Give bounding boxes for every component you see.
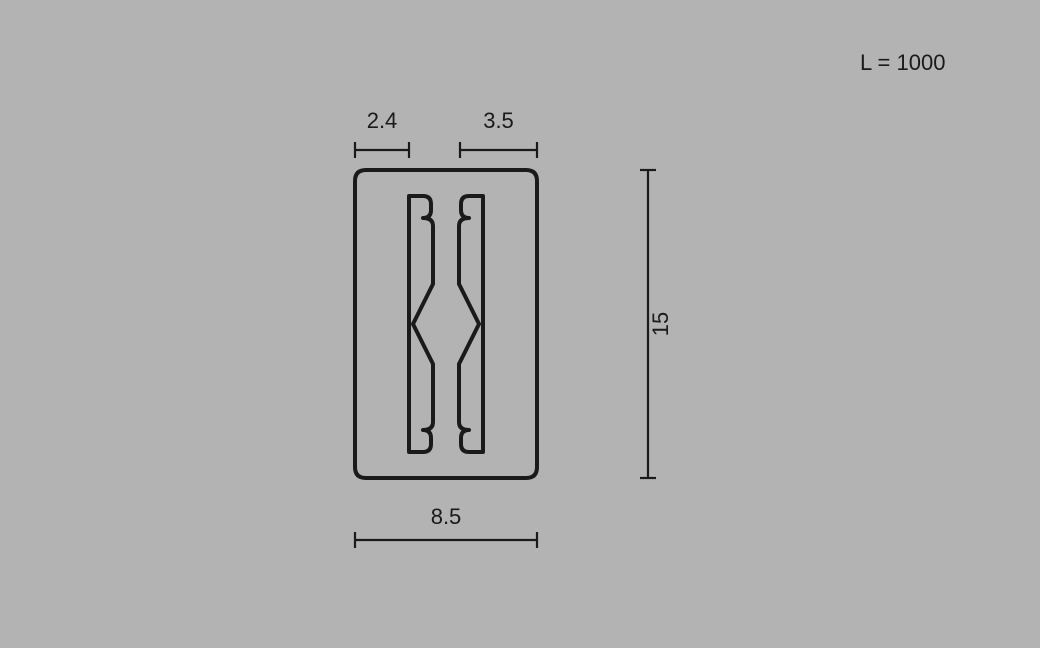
dim-top-left-label: 2.4 [367, 108, 398, 133]
diagram-canvas: 2.4 3.5 8.5 15 L = 1000 [0, 0, 1040, 648]
length-annotation: L = 1000 [860, 50, 945, 75]
dim-top-right-label: 3.5 [483, 108, 514, 133]
dim-bottom-label: 8.5 [431, 504, 462, 529]
dim-right-label: 15 [648, 312, 673, 336]
